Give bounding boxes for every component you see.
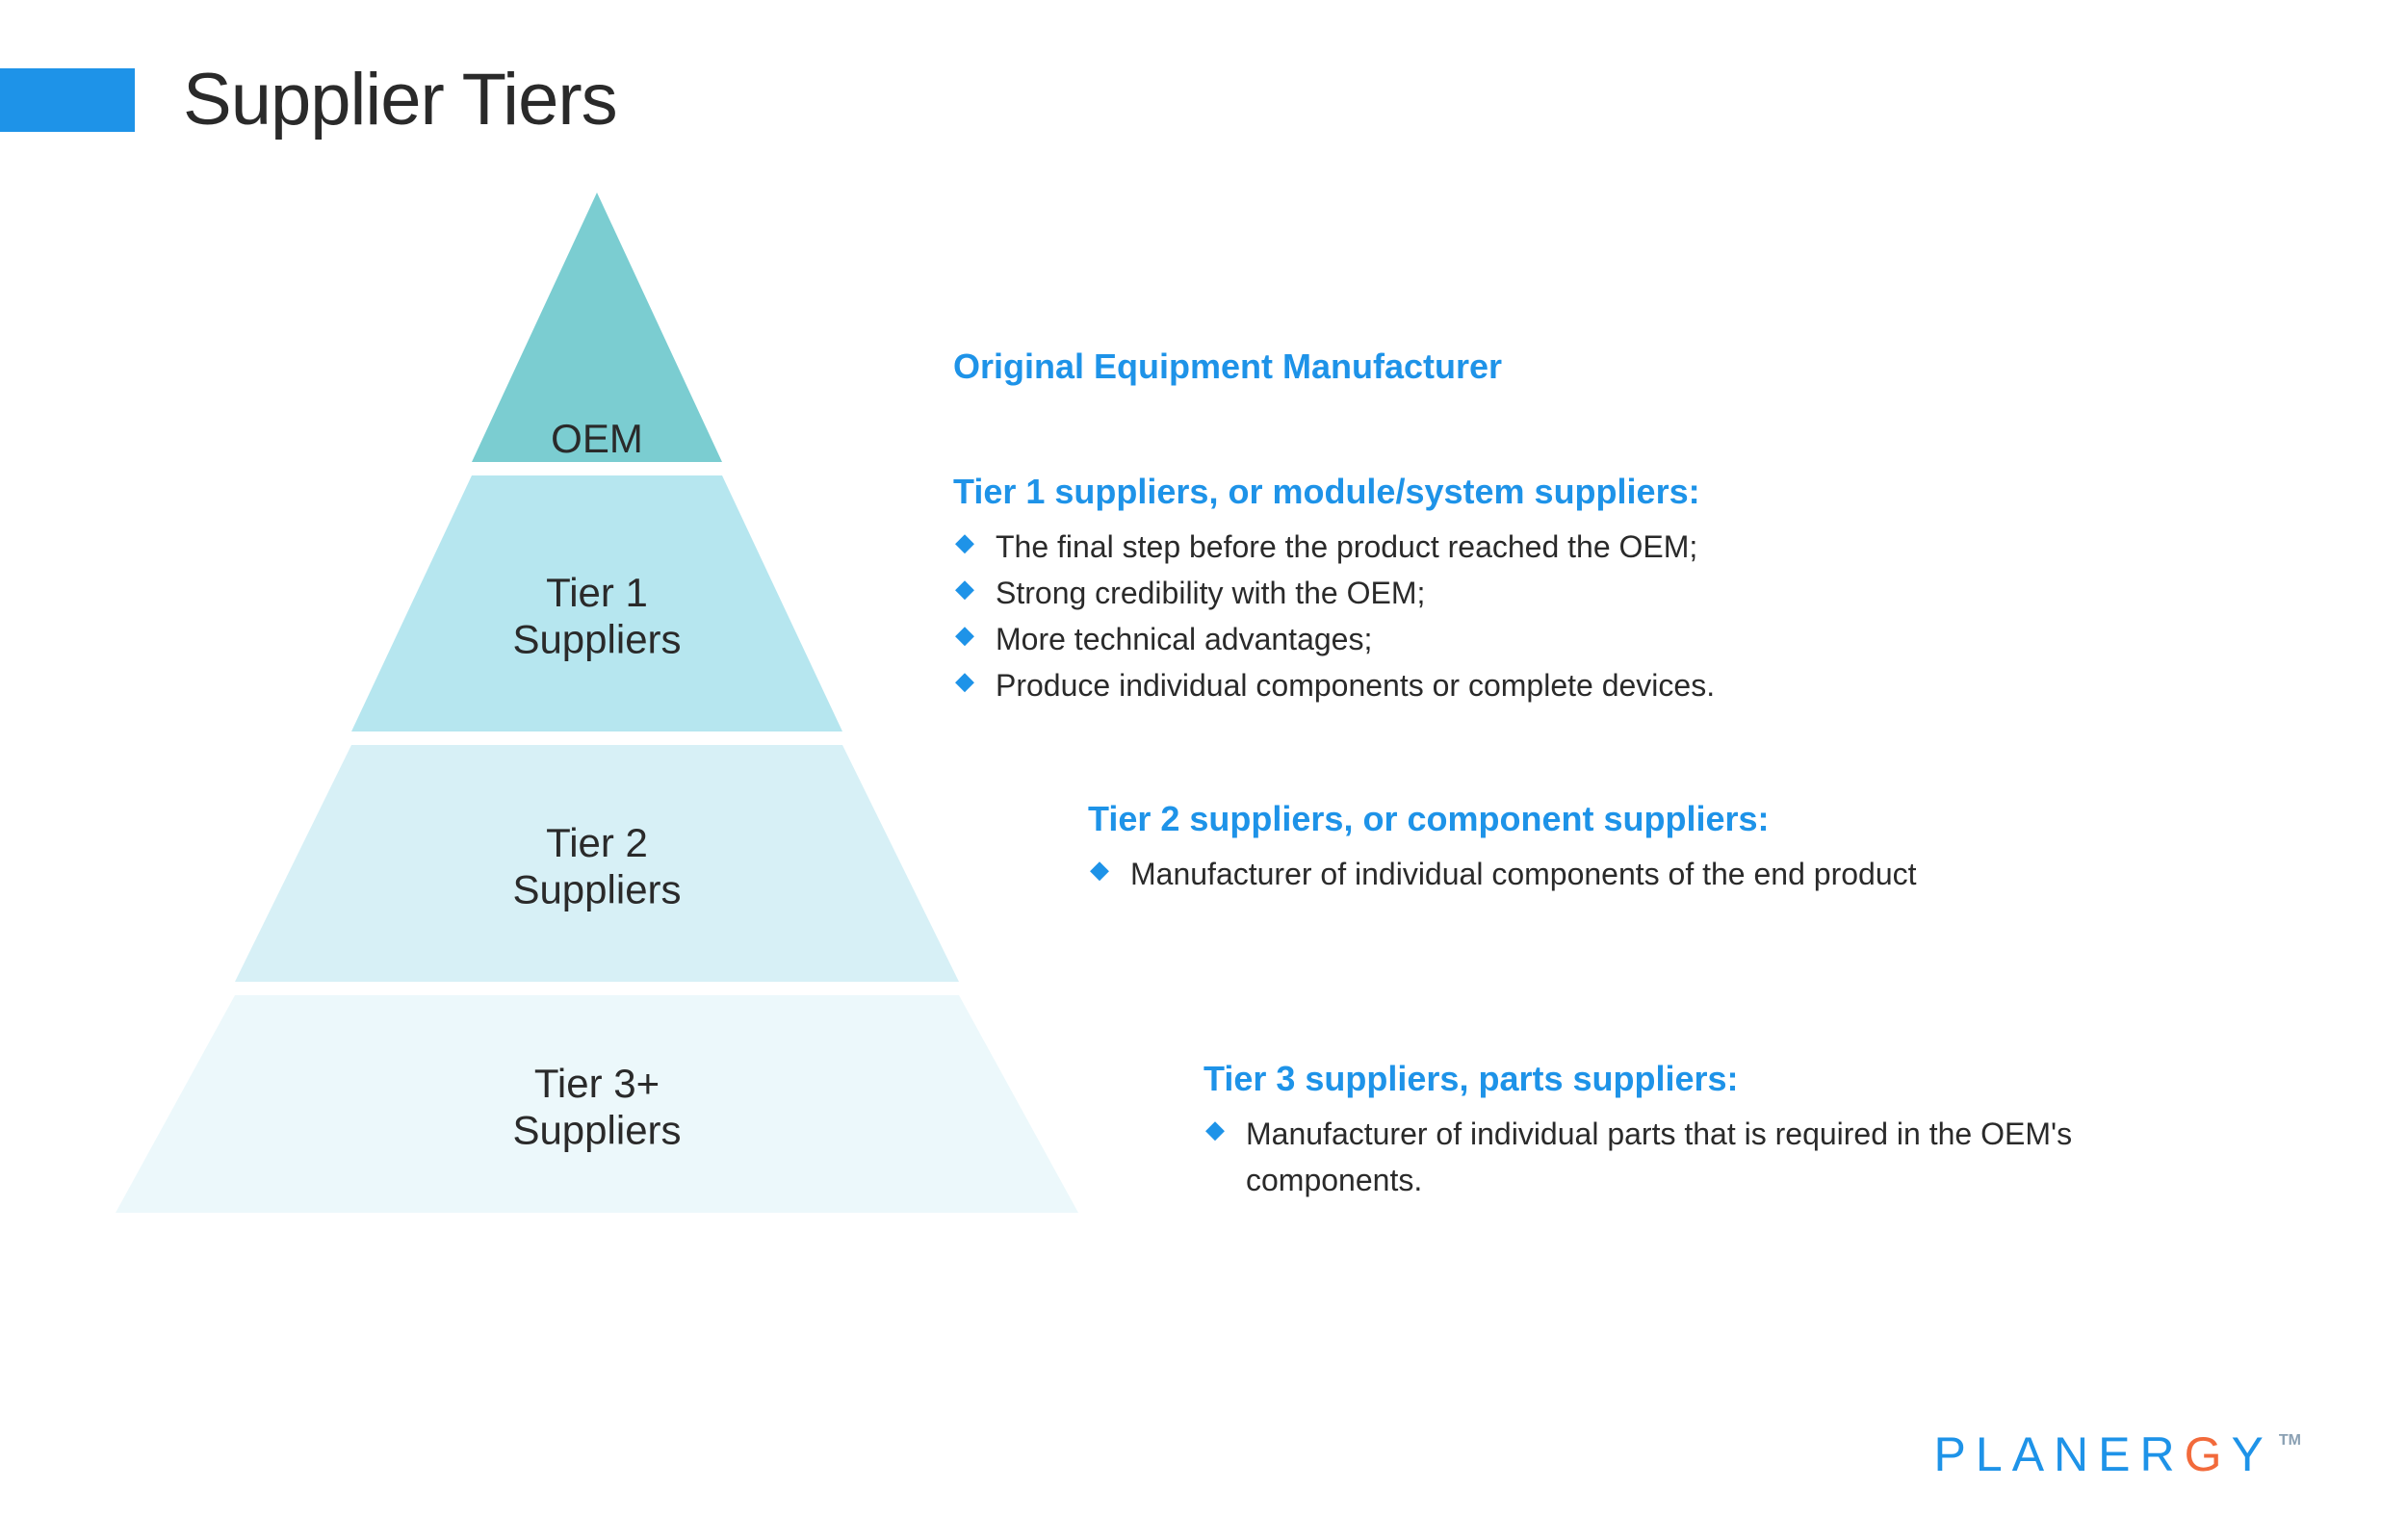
desc-block-0: Original Equipment Manufacturer <box>953 346 1502 387</box>
desc-bullets: Manufacturer of individual parts that is… <box>1204 1111 2205 1203</box>
desc-bullets: The final step before the product reache… <box>953 524 1715 708</box>
desc-bullet: Manufacturer of individual parts that is… <box>1204 1111 2205 1203</box>
pyramid-diagram: OEMTier 1SuppliersTier 2SuppliersTier 3+… <box>116 192 1078 1213</box>
desc-heading: Tier 3 suppliers, parts suppliers: <box>1204 1059 2205 1099</box>
desc-bullet: The final step before the product reache… <box>953 524 1715 570</box>
desc-bullets: Manufacturer of individual components of… <box>1088 851 1917 897</box>
pyramid-label-0: OEM <box>551 416 643 461</box>
accent-bar <box>0 68 135 132</box>
page-title: Supplier Tiers <box>183 58 617 141</box>
desc-heading: Tier 1 suppliers, or module/system suppl… <box>953 472 1715 512</box>
desc-block-1: Tier 1 suppliers, or module/system suppl… <box>953 472 1715 708</box>
brand-logo: PLANERGY TM <box>1934 1426 2301 1482</box>
desc-bullet: Strong credibility with the OEM; <box>953 570 1715 616</box>
desc-heading: Original Equipment Manufacturer <box>953 346 1502 387</box>
desc-bullet: More technical advantages; <box>953 616 1715 662</box>
logo-trademark: TM <box>2279 1432 2301 1450</box>
desc-block-2: Tier 2 suppliers, or component suppliers… <box>1088 799 1917 897</box>
desc-bullet: Produce individual components or complet… <box>953 662 1715 708</box>
desc-block-3: Tier 3 suppliers, parts suppliers: Manufa… <box>1204 1059 2205 1203</box>
desc-heading: Tier 2 suppliers, or component suppliers… <box>1088 799 1917 839</box>
pyramid-label-3: Tier 3+Suppliers <box>512 1061 681 1152</box>
header: Supplier Tiers <box>0 58 617 141</box>
desc-bullet: Manufacturer of individual components of… <box>1088 851 1917 897</box>
logo-text: PLANERGY <box>1934 1426 2273 1482</box>
